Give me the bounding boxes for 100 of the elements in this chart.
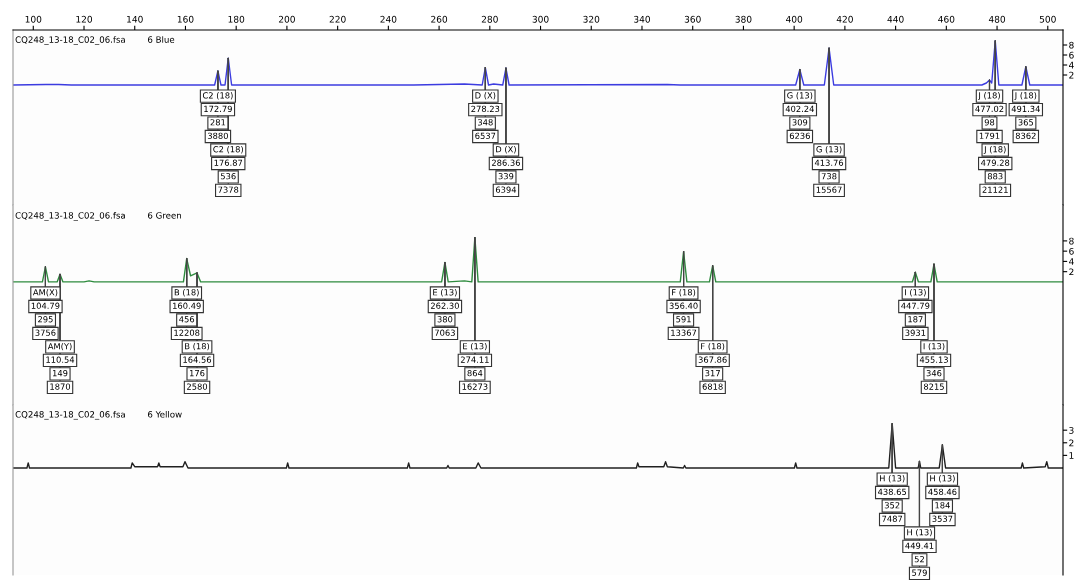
- annotation: 3931: [905, 329, 926, 336]
- text: 6 Blue: [148, 36, 175, 43]
- annotation: H (13): [879, 475, 905, 483]
- annotation: 6394: [495, 186, 517, 193]
- annotation: F (18): [672, 289, 696, 297]
- annotation: 352: [884, 502, 900, 509]
- annotation: J (18): [983, 145, 1006, 154]
- annotation: 491.34: [1011, 105, 1040, 112]
- x-tick-label: 400: [785, 15, 803, 23]
- annotation: 456: [179, 316, 195, 323]
- annotation: 6818: [702, 383, 723, 390]
- annotation: 438.65: [878, 488, 907, 495]
- x-tick-label: 340: [634, 15, 650, 23]
- annotation: 579: [912, 569, 927, 576]
- annotation: 286.36: [491, 159, 520, 166]
- annotation: 309: [792, 119, 808, 126]
- annotation: J (18): [1014, 92, 1037, 101]
- annotation: 348: [478, 119, 493, 126]
- y-tick-label: 2: [1069, 71, 1074, 79]
- annotation: 7063: [435, 329, 455, 336]
- x-tick-label: 160: [177, 15, 194, 23]
- x-tick-label: 320: [583, 15, 600, 23]
- annotation: 278.23: [471, 105, 500, 112]
- annotation: 98: [984, 119, 995, 126]
- y-tick-label: 8: [1069, 237, 1074, 245]
- annotation: E (13): [433, 289, 457, 297]
- annotation: 104.79: [31, 302, 60, 309]
- annotation: 339: [498, 173, 514, 180]
- annotation: I (13): [923, 342, 945, 351]
- annotation: 15567: [816, 186, 842, 193]
- annotation: 13367: [671, 329, 697, 336]
- annotation: 883: [987, 173, 1003, 180]
- x-tick-label: 200: [278, 15, 295, 23]
- x-tick-label: 480: [988, 15, 1006, 23]
- text: CQ248_13-18_C02_06.fsa: [15, 410, 125, 420]
- x-tick-label: 120: [76, 15, 93, 23]
- annotation: 12208: [174, 329, 200, 336]
- y-tick-label: 1: [1069, 452, 1074, 459]
- annotation: H (13): [930, 475, 955, 483]
- annotation: 52: [914, 556, 924, 563]
- y-tick-label: 2: [1069, 268, 1074, 276]
- annotation: G (13): [787, 92, 813, 100]
- annotation: H (13): [907, 528, 932, 537]
- annotation: C2 (18): [202, 92, 233, 100]
- annotation: B (18): [174, 289, 199, 297]
- annotation: 281: [210, 119, 226, 126]
- annotation: E (13): [463, 342, 487, 351]
- y-tick-label: 8: [1069, 41, 1074, 49]
- annotation: 6537: [475, 132, 496, 139]
- annotation: 184: [935, 502, 950, 509]
- y-tick-label: 3: [1069, 426, 1074, 434]
- annotation: 164.56: [183, 356, 212, 363]
- annotation: 6236: [789, 132, 810, 139]
- y-tick-label: 4: [1069, 61, 1074, 69]
- annotation: 367.86: [698, 356, 727, 363]
- x-tick-label: 100: [25, 15, 42, 23]
- x-tick-label: 140: [127, 15, 143, 23]
- annotation: 262.30: [430, 302, 459, 309]
- annotation: 380: [437, 316, 453, 323]
- x-tick-label: 460: [938, 15, 955, 23]
- text: 6 Yellow: [148, 410, 182, 418]
- annotation: 172.79: [204, 105, 232, 112]
- annotation: 160.49: [173, 302, 201, 309]
- annotation: 317: [705, 369, 720, 377]
- y-tick-label: 6: [1069, 247, 1074, 255]
- annotation: 413.76: [814, 159, 844, 166]
- annotation: 449.41: [905, 542, 934, 549]
- annotation: J (18): [977, 92, 1000, 101]
- annotation: 110.54: [46, 356, 75, 363]
- annotation: 536: [220, 173, 236, 180]
- annotation: B (18): [185, 342, 210, 351]
- annotation: 187: [908, 316, 923, 323]
- y-tick-label: 2: [1069, 439, 1074, 447]
- x-tick-label: 300: [532, 15, 549, 23]
- x-tick-label: 180: [228, 15, 245, 23]
- x-tick-label: 420: [836, 15, 853, 23]
- y-tick-label: 4: [1069, 258, 1074, 265]
- annotation: 1791: [979, 132, 1000, 139]
- annotation: 346: [926, 369, 942, 377]
- annotation: 455.13: [919, 356, 948, 363]
- annotation: I (13): [905, 289, 926, 297]
- annotation: D (X): [475, 92, 496, 100]
- annotation: AM(Y): [47, 342, 72, 351]
- annotation: D (X): [496, 145, 516, 154]
- annotation: 8362: [1015, 132, 1036, 139]
- text: CQ248_13-18_C02_06.fsa: [15, 212, 125, 221]
- annotation: F (18): [701, 342, 725, 351]
- annotation: 447.79: [901, 302, 930, 309]
- annotation: 3880: [207, 132, 228, 139]
- annotation: 738: [821, 173, 837, 180]
- annotation: 356.40: [669, 302, 698, 309]
- annotation: 295: [38, 316, 53, 323]
- annotation: 149: [52, 369, 68, 377]
- annotation: C2 (18): [213, 145, 243, 154]
- annotation: 274.11: [460, 356, 489, 363]
- annotation: 176.87: [214, 159, 243, 166]
- x-tick-label: 500: [1039, 15, 1056, 23]
- text: 6 Green: [148, 212, 181, 219]
- annotation: 365: [1018, 119, 1034, 126]
- annotation: 2580: [187, 383, 208, 390]
